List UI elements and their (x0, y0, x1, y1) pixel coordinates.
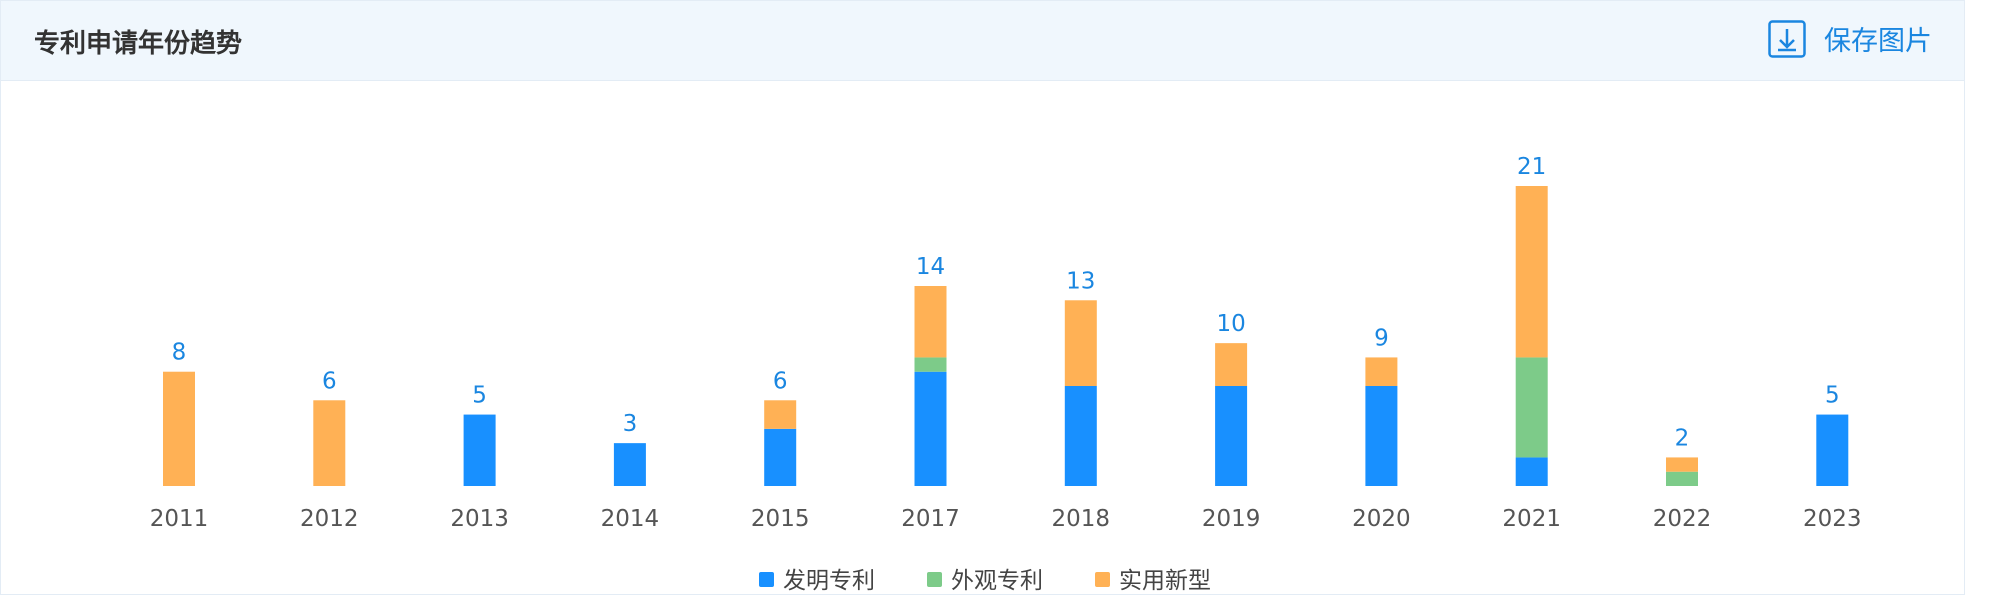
bar-segment (313, 400, 346, 486)
total-label: 8 (172, 340, 187, 366)
legend-label: 发明专利 (783, 568, 875, 594)
bar-segment (1515, 457, 1548, 486)
bar-segment (914, 357, 947, 372)
total-label: 9 (1374, 325, 1389, 351)
total-label: 6 (322, 368, 337, 394)
bar-segment (463, 414, 496, 486)
total-label: 5 (472, 383, 487, 409)
bar-segment (914, 371, 947, 486)
bar-segment (1365, 357, 1398, 386)
save-image-button[interactable]: 保存图片 (1768, 19, 1932, 58)
legend-label: 实用新型 (1119, 568, 1211, 594)
chart: 8 2011 6 2012 5 2013 3 2014 6 2015 14 2017 13 2018 10 2… (150, 154, 1862, 594)
bar-segment (1515, 357, 1548, 458)
x-tick-label: 2011 (150, 506, 209, 532)
x-tick-label: 2020 (1352, 506, 1411, 532)
bar-segment (163, 371, 195, 486)
bar-segment (613, 443, 646, 486)
total-label: 10 (1216, 311, 1245, 337)
x-tick-label: 2023 (1803, 506, 1862, 532)
total-label: 3 (623, 411, 638, 437)
bar-segment (1666, 471, 1698, 486)
x-tick-label: 2018 (1052, 506, 1111, 532)
panel-title: 专利申请年份趋势 (34, 29, 243, 59)
panel-header: 专利申请年份趋势 保存图片 (1, 1, 1964, 81)
legend-swatch (1095, 572, 1110, 587)
x-tick-label: 2012 (300, 506, 359, 532)
bar-segment (1064, 386, 1097, 486)
legend-swatch (759, 572, 774, 587)
bar-segment (1816, 414, 1849, 486)
bar-segment (1365, 386, 1398, 486)
total-label: 14 (916, 254, 945, 280)
total-label: 5 (1825, 383, 1840, 409)
bar-segment (1515, 186, 1548, 358)
bar-segment (1666, 457, 1698, 472)
bar-segment (914, 286, 947, 358)
x-tick-label: 2015 (751, 506, 810, 532)
bar-segment (764, 400, 797, 429)
x-tick-label: 2014 (601, 506, 660, 532)
legend-swatch (927, 572, 942, 587)
save-image-label: 保存图片 (1824, 26, 1932, 57)
x-tick-label: 2021 (1502, 506, 1561, 532)
download-icon (1768, 19, 1806, 58)
total-label: 13 (1066, 268, 1095, 294)
total-label: 6 (773, 368, 788, 394)
x-tick-label: 2017 (901, 506, 960, 532)
bar-segment (764, 428, 797, 486)
total-label: 21 (1517, 154, 1546, 180)
legend-label: 外观专利 (951, 568, 1043, 594)
x-tick-label: 2022 (1653, 506, 1712, 532)
x-tick-label: 2013 (450, 506, 509, 532)
total-label: 2 (1675, 425, 1690, 451)
bar-segment (1215, 343, 1248, 386)
bar-segment (1215, 386, 1248, 486)
bar-segment (1064, 300, 1097, 386)
x-tick-label: 2019 (1202, 506, 1261, 532)
